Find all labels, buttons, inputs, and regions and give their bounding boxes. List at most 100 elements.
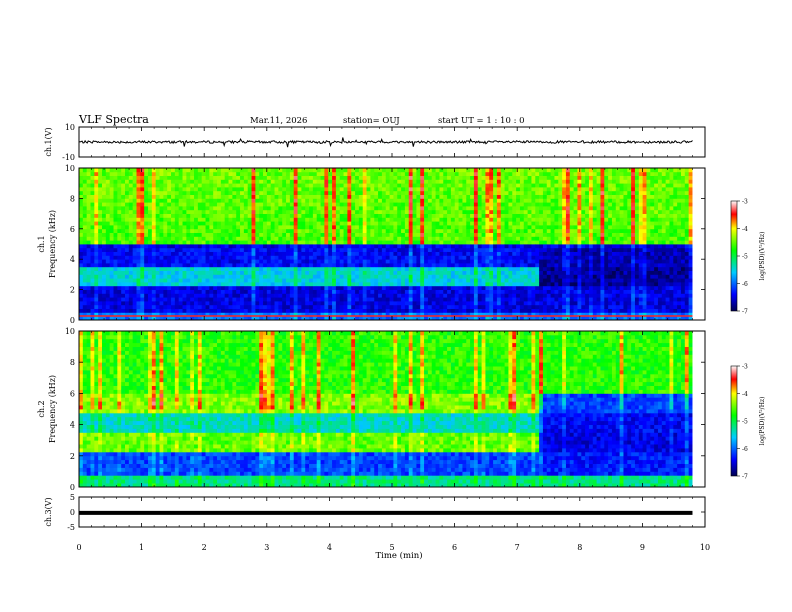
spec-cell: [197, 228, 203, 233]
spec-cell: [251, 289, 256, 294]
spec-cell: [466, 312, 471, 317]
spec-cell: [328, 232, 333, 237]
spec-cell: [186, 266, 191, 271]
spec-cell: [240, 183, 245, 188]
spec-cell: [286, 289, 291, 294]
spec-cell: [197, 225, 203, 230]
spec-cell: [470, 187, 475, 192]
spec-cell: [351, 206, 356, 211]
spec-cell: [366, 285, 371, 290]
spec-cell: [79, 202, 84, 207]
spec-cell: [385, 270, 390, 275]
spec-cell: [370, 282, 375, 287]
spec-cell: [343, 251, 348, 256]
spec-cell: [270, 316, 275, 320]
spec-cell: [174, 221, 180, 226]
spec-cell: [270, 244, 275, 249]
spec-cell: [316, 175, 321, 180]
spec-cell: [381, 316, 387, 320]
spec-cell: [447, 259, 452, 264]
spec-cell: [347, 213, 352, 218]
spec-cell: [512, 244, 517, 249]
spec-cell: [263, 179, 268, 184]
spec-cell: [416, 266, 421, 271]
spec-cell: [320, 183, 325, 188]
spec-cell: [550, 251, 555, 256]
spec-cell: [473, 213, 479, 218]
spec-cell: [140, 293, 145, 298]
spec-cell: [136, 175, 141, 180]
spec-cell: [289, 274, 295, 279]
spec-cell: [113, 312, 118, 317]
spec-cell: [286, 232, 291, 237]
spec-cell: [312, 297, 318, 302]
spec-cell: [527, 183, 532, 188]
spec-cell: [485, 240, 490, 245]
spec-cell: [144, 259, 149, 264]
spec-cell: [270, 251, 275, 256]
spec-cell: [320, 168, 325, 173]
spec-cell: [358, 171, 364, 176]
spec-cell: [527, 213, 532, 218]
spec-cell: [309, 304, 314, 309]
spec-cell: [121, 198, 126, 203]
spec-cell: [201, 209, 206, 214]
spec-cell: [289, 301, 295, 306]
spec-cell: [155, 255, 160, 260]
spec-cell: [79, 312, 84, 317]
spec-cell: [79, 297, 84, 302]
spec-cell: [508, 247, 513, 252]
spec-cell: [94, 297, 99, 302]
spec-cell: [136, 198, 141, 203]
spec-cell: [389, 297, 394, 302]
spec-cell: [546, 240, 552, 245]
spec-cell: [393, 274, 398, 279]
spec-cell: [190, 194, 195, 199]
spec-cell: [259, 255, 264, 260]
spec-cell: [339, 263, 344, 268]
spec-cell: [286, 274, 291, 279]
spec-cell: [301, 259, 306, 264]
spec-cell: [274, 255, 279, 260]
spec-cell: [393, 175, 398, 180]
spec-cell: [443, 168, 448, 173]
spec-cell: [316, 293, 321, 298]
spec-cell: [220, 179, 226, 184]
spec-cell: [159, 266, 164, 271]
spec-cell: [128, 217, 134, 222]
spec-cell: [266, 251, 272, 256]
spec-cell: [125, 274, 130, 279]
spec-cell: [251, 304, 256, 309]
spec-cell: [339, 171, 344, 176]
spec-cell: [159, 244, 164, 249]
spec-cell: [155, 171, 160, 176]
spec-cell: [155, 301, 160, 306]
spec-cell: [171, 168, 176, 173]
spec-cell: [163, 255, 168, 260]
spec-cell: [512, 274, 517, 279]
spec-cell: [113, 308, 118, 313]
spec-cell: [140, 225, 145, 230]
spec-cell: [424, 259, 429, 264]
spec-cell: [90, 282, 95, 287]
spec-cell: [98, 274, 103, 279]
spec-cell: [209, 255, 214, 260]
spec-cell: [289, 293, 295, 298]
spec-cell: [125, 213, 130, 218]
spec-cell: [320, 194, 325, 199]
spec-cell: [232, 236, 237, 241]
spec-cell: [374, 255, 379, 260]
spec-cell: [335, 301, 341, 306]
spec-cell: [109, 251, 114, 256]
spec-cell: [94, 202, 99, 207]
spec-cell: [539, 259, 544, 264]
spec-cell: [205, 194, 210, 199]
spec-cell: [136, 247, 141, 252]
spec-cell: [523, 266, 528, 271]
spec-cell: [144, 168, 149, 173]
spec-cell: [312, 263, 318, 268]
spec-cell: [500, 175, 505, 180]
spec-cell: [355, 263, 360, 268]
spec-cell: [393, 236, 398, 241]
spec-cell: [278, 168, 283, 173]
